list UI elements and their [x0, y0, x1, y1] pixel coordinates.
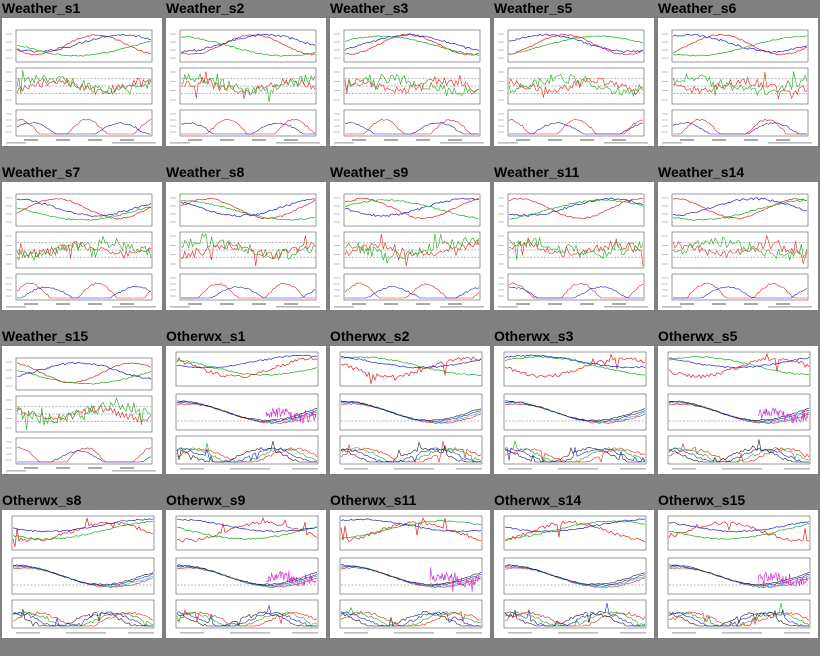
thumbnail-title[interactable]: Otherwx_s9: [166, 492, 246, 508]
thumbnail-tile[interactable]: Weather_s8: [164, 164, 328, 328]
thumbnail-title[interactable]: Weather_s11: [494, 164, 580, 180]
thumbnail-image[interactable]: [2, 18, 162, 146]
thumbnail-tile[interactable]: Weather_s1: [0, 0, 164, 164]
thumbnail-image[interactable]: [330, 182, 490, 310]
thumbnail-title[interactable]: Weather_s1: [2, 0, 81, 16]
thumbnail-image[interactable]: [658, 182, 818, 310]
thumbnail-title[interactable]: Weather_s3: [330, 0, 409, 16]
thumbnail-title[interactable]: Weather_s8: [166, 164, 245, 180]
thumbnail-title[interactable]: Weather_s5: [494, 0, 573, 16]
thumbnail-image[interactable]: [494, 18, 654, 146]
thumbnail-tile[interactable]: Weather_s6: [656, 0, 820, 164]
thumbnail-tile[interactable]: Otherwx_s9: [164, 492, 328, 656]
thumbnail-tile[interactable]: Weather_s7: [0, 164, 164, 328]
thumbnail-image[interactable]: [494, 510, 654, 638]
thumbnail-image[interactable]: [658, 18, 818, 146]
thumbnail-title[interactable]: Otherwx_s15: [658, 492, 746, 508]
thumbnail-title[interactable]: Otherwx_s11: [330, 492, 417, 508]
thumbnail-image[interactable]: [658, 346, 818, 474]
thumbnail-title[interactable]: Weather_s15: [2, 328, 89, 344]
thumbnail-image[interactable]: [2, 510, 162, 638]
thumbnail-tile[interactable]: Otherwx_s11: [328, 492, 492, 656]
thumbnail-image[interactable]: [494, 182, 654, 310]
thumbnail-tile[interactable]: Weather_s9: [328, 164, 492, 328]
thumbnail-image[interactable]: [166, 18, 326, 146]
thumbnail-image[interactable]: [166, 346, 326, 474]
thumbnail-tile[interactable]: Weather_s11: [492, 164, 656, 328]
thumbnail-title[interactable]: Weather_s6: [658, 0, 737, 16]
thumbnail-tile[interactable]: Otherwx_s2: [328, 328, 492, 492]
thumbnail-tile[interactable]: Otherwx_s3: [492, 328, 656, 492]
thumbnail-image[interactable]: [2, 182, 162, 310]
thumbnail-image[interactable]: [330, 510, 490, 638]
thumbnail-title[interactable]: Weather_s9: [330, 164, 409, 180]
thumbnail-tile[interactable]: Otherwx_s15: [656, 492, 820, 656]
thumbnail-title[interactable]: Otherwx_s14: [494, 492, 582, 508]
thumbnail-title[interactable]: Otherwx_s5: [658, 328, 738, 344]
thumbnail-title[interactable]: Weather_s14: [658, 164, 745, 180]
thumbnail-tile[interactable]: Weather_s14: [656, 164, 820, 328]
thumbnail-title[interactable]: Otherwx_s2: [330, 328, 410, 344]
thumbnail-tile[interactable]: Weather_s2: [164, 0, 328, 164]
thumbnail-title[interactable]: Otherwx_s8: [2, 492, 82, 508]
thumbnail-title[interactable]: Otherwx_s3: [494, 328, 574, 344]
thumbnail-image[interactable]: [166, 182, 326, 310]
thumbnail-tile[interactable]: Otherwx_s1: [164, 328, 328, 492]
thumbnail-title[interactable]: Weather_s2: [166, 0, 245, 16]
thumbnail-image[interactable]: [2, 346, 162, 474]
thumbnail-tile[interactable]: Weather_s5: [492, 0, 656, 164]
thumbnail-image[interactable]: [494, 346, 654, 474]
thumbnail-image[interactable]: [166, 510, 326, 638]
thumbnail-tile[interactable]: Weather_s3: [328, 0, 492, 164]
thumbnail-tile[interactable]: Otherwx_s8: [0, 492, 164, 656]
thumbnail-image[interactable]: [658, 510, 818, 638]
thumbnail-title[interactable]: Weather_s7: [2, 164, 81, 180]
thumbnail-tile[interactable]: Otherwx_s14: [492, 492, 656, 656]
thumbnail-tile[interactable]: Weather_s15: [0, 328, 164, 492]
thumbnail-tile[interactable]: Otherwx_s5: [656, 328, 820, 492]
thumbnail-image[interactable]: [330, 346, 490, 474]
thumbnail-title[interactable]: Otherwx_s1: [166, 328, 246, 344]
thumbnail-image[interactable]: [330, 18, 490, 146]
